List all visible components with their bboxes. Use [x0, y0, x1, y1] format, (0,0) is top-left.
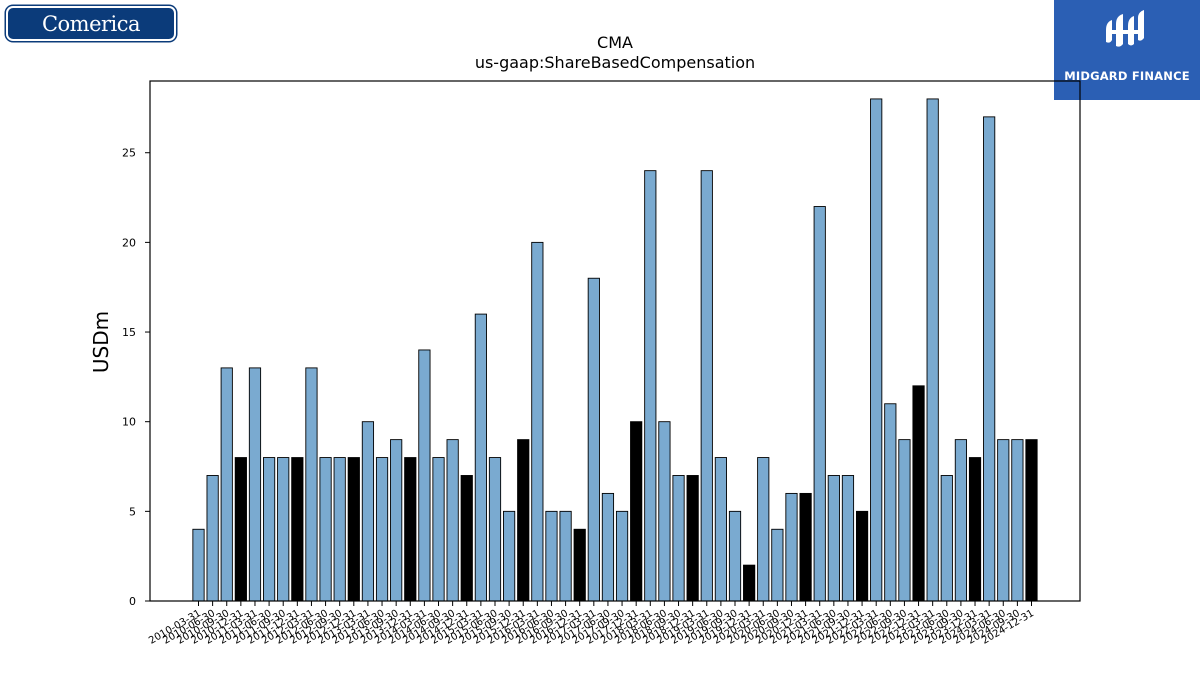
bar	[248, 367, 262, 602]
bar	[714, 457, 727, 602]
midgard-emblem-icon	[1106, 10, 1144, 47]
bar	[192, 528, 205, 602]
bar	[559, 510, 572, 602]
chart-subtitle: us-gaap:ShareBasedCompensation	[475, 53, 755, 72]
bar	[488, 457, 502, 602]
plot-frame	[149, 80, 1081, 602]
bar	[700, 170, 713, 602]
bar	[390, 439, 403, 602]
bar	[672, 475, 685, 602]
comerica-logo-text: Comerica	[41, 11, 141, 36]
bar	[813, 206, 826, 602]
bar	[305, 367, 318, 602]
bar	[291, 457, 304, 602]
bar	[630, 421, 643, 602]
bar	[771, 528, 784, 602]
y-tick-label: 5	[129, 505, 136, 518]
bar	[220, 367, 233, 602]
bar	[968, 457, 982, 602]
bar	[686, 475, 699, 602]
bar	[1025, 439, 1038, 602]
bar	[728, 510, 742, 602]
bar	[432, 457, 445, 602]
y-tick-label: 15	[122, 326, 136, 339]
bar	[531, 241, 544, 602]
bar	[460, 475, 473, 602]
y-axis-label: USDm	[89, 311, 113, 373]
y-tick-label: 20	[122, 236, 136, 249]
bar	[375, 457, 389, 602]
bar	[404, 457, 417, 602]
plot-area: 05101520252010-03-312010-06-302010-09-30…	[122, 98, 1038, 647]
bar	[983, 116, 996, 602]
bar	[319, 457, 332, 602]
midgard-logo-text: MIDGARD FINANCE	[1064, 69, 1190, 83]
bar	[503, 510, 516, 602]
y-tick-label: 10	[122, 416, 136, 429]
bar	[841, 475, 855, 602]
bar	[658, 421, 671, 602]
bar	[912, 385, 925, 602]
bar	[870, 98, 883, 602]
y-tick-label: 25	[122, 147, 136, 160]
bar	[262, 457, 276, 602]
bar	[884, 403, 897, 602]
bar	[997, 439, 1010, 602]
bar	[743, 564, 756, 602]
y-tick-label: 0	[129, 595, 136, 608]
bar	[898, 439, 911, 602]
bar	[827, 475, 840, 602]
bar	[347, 457, 360, 602]
bar	[926, 98, 939, 602]
chart-title: CMA	[597, 33, 633, 52]
bar	[333, 457, 346, 602]
bar	[446, 439, 459, 602]
bar	[644, 170, 657, 602]
bar	[954, 439, 968, 602]
bar	[940, 475, 953, 602]
bar	[1011, 439, 1024, 602]
bar	[573, 528, 586, 602]
midgard-finance-logo: MIDGARD FINANCE	[1054, 0, 1200, 100]
bar	[587, 277, 600, 602]
bar	[757, 457, 770, 602]
bar	[474, 313, 487, 602]
bar	[545, 510, 558, 602]
bar	[601, 492, 615, 602]
bar	[517, 439, 530, 602]
bar	[855, 510, 869, 602]
bar	[361, 421, 375, 602]
bar	[277, 457, 290, 602]
bar	[206, 475, 219, 602]
comerica-logo: Comerica	[6, 6, 176, 41]
bar	[234, 457, 247, 602]
bar	[418, 349, 431, 602]
bar	[615, 510, 629, 602]
bar	[785, 492, 798, 602]
bar	[799, 492, 812, 602]
